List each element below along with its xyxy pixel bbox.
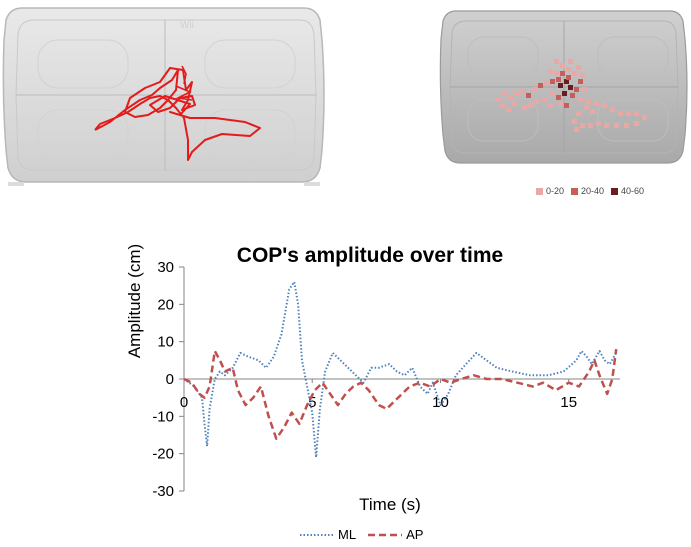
heatmap-cell [576, 65, 581, 70]
chart-title: COP's amplitude over time [236, 244, 504, 267]
legend-swatch [536, 187, 543, 195]
heatmap-cell [582, 87, 587, 92]
heatmap-cell [604, 123, 609, 128]
heatmap-cell [554, 71, 559, 76]
heatmap-cell [534, 99, 539, 104]
heatmap-cell [624, 123, 629, 128]
heatmap-cell [554, 59, 559, 64]
y-tick-label: 20 [157, 296, 174, 313]
heatmap-cell [580, 73, 585, 78]
heatmap-cell [578, 79, 583, 84]
heatmap-cell [560, 63, 565, 68]
heatmap-cell [584, 105, 589, 110]
heatmap-cell [556, 95, 561, 100]
heatmap-cell [548, 103, 553, 108]
heatmap-cell [564, 79, 569, 84]
heatmap-cell [526, 93, 531, 98]
heatmap-legend-item: 0-20 [536, 186, 564, 196]
heatmap-cell [590, 109, 595, 114]
heatmap-cell [642, 115, 647, 120]
heatmap-cell [542, 97, 547, 102]
heatmap-cell [538, 83, 543, 88]
heatmap-cell [558, 101, 563, 106]
heatmap-cell [506, 107, 511, 112]
heatmap-cell [614, 123, 619, 128]
x-axis-title: Time (s) [359, 495, 421, 514]
y-tick-label: -20 [152, 446, 174, 463]
heatmap-cell [560, 71, 565, 76]
series-line-ml [183, 280, 618, 459]
heatmap-cell [586, 99, 591, 104]
heatmap-cell [610, 107, 615, 112]
y-tick-label: -30 [152, 483, 174, 500]
heatmap-cell [572, 71, 577, 76]
heatmap-cell [544, 81, 549, 86]
y-tick-label: 30 [157, 259, 174, 276]
heatmap-cell [512, 101, 517, 106]
legend-swatch [571, 187, 579, 195]
heatmap-cell [574, 87, 579, 92]
x-tick-label: 15 [560, 394, 577, 411]
board-logo: Wii [180, 20, 194, 31]
heatmap-cell [566, 67, 571, 72]
heatmap-cell [578, 97, 583, 102]
heatmap-cell [520, 89, 525, 94]
heatmap-cell [564, 103, 569, 108]
heatmap-cell [532, 87, 537, 92]
heatmap-cell [596, 121, 601, 126]
heatmap-cell [588, 123, 593, 128]
heatmap-cell [580, 123, 585, 128]
y-tick-label: 0 [166, 371, 174, 388]
heatmap-cell [550, 91, 555, 96]
heatmap-cell [558, 83, 563, 88]
chart-legend: ML AP [300, 527, 423, 542]
cop-trajectory [94, 67, 261, 161]
heatmap-cell [550, 79, 555, 84]
heatmap-cell [556, 77, 561, 82]
y-tick-label: 10 [157, 334, 174, 351]
heatmap-cell [568, 85, 573, 90]
heatmap-legend-item: 20-40 [571, 186, 604, 196]
heatmap-cell [522, 105, 527, 110]
heatmap-cell [566, 75, 571, 80]
y-tick-label: -10 [152, 408, 174, 425]
heatmap-legend: 0-20 20-40 40-60 [536, 186, 644, 196]
heatmap-cell [602, 103, 607, 108]
x-tick-label: 0 [180, 394, 188, 411]
legend-swatch [611, 187, 619, 195]
series-line-ap [183, 348, 618, 440]
heatmap-cell [508, 95, 513, 100]
heatmap-cell [514, 91, 519, 96]
balance-board-heatmap-image [439, 10, 688, 164]
heatmap-cell [528, 103, 533, 108]
heatmap-legend-item: 40-60 [611, 186, 644, 196]
heatmap-cell [594, 101, 599, 106]
heatmap-cell [618, 111, 623, 116]
heatmap-cell [576, 111, 581, 116]
legend-line-ap [368, 533, 403, 536]
balance-board-trajectory-image: Wii [2, 7, 325, 186]
legend-item-ml: ML [300, 527, 356, 542]
heatmap-cell [562, 91, 567, 96]
x-tick-label: 5 [308, 394, 316, 411]
heatmap-cell [634, 111, 639, 116]
heatmap-cell [626, 111, 631, 116]
heatmap-cell [570, 93, 575, 98]
heatmap-cells [496, 59, 647, 132]
heatmap-cell [568, 59, 573, 64]
heatmap-cell [634, 121, 639, 126]
heatmap-cell [500, 103, 505, 108]
heatmap-cell [548, 69, 553, 74]
heatmap-cell [574, 127, 579, 132]
heatmap-cell [572, 119, 577, 124]
heatmap-cell [496, 97, 501, 102]
legend-line-ml [300, 533, 334, 536]
legend-item-ap: AP [368, 527, 423, 542]
heatmap-cell [502, 91, 507, 96]
